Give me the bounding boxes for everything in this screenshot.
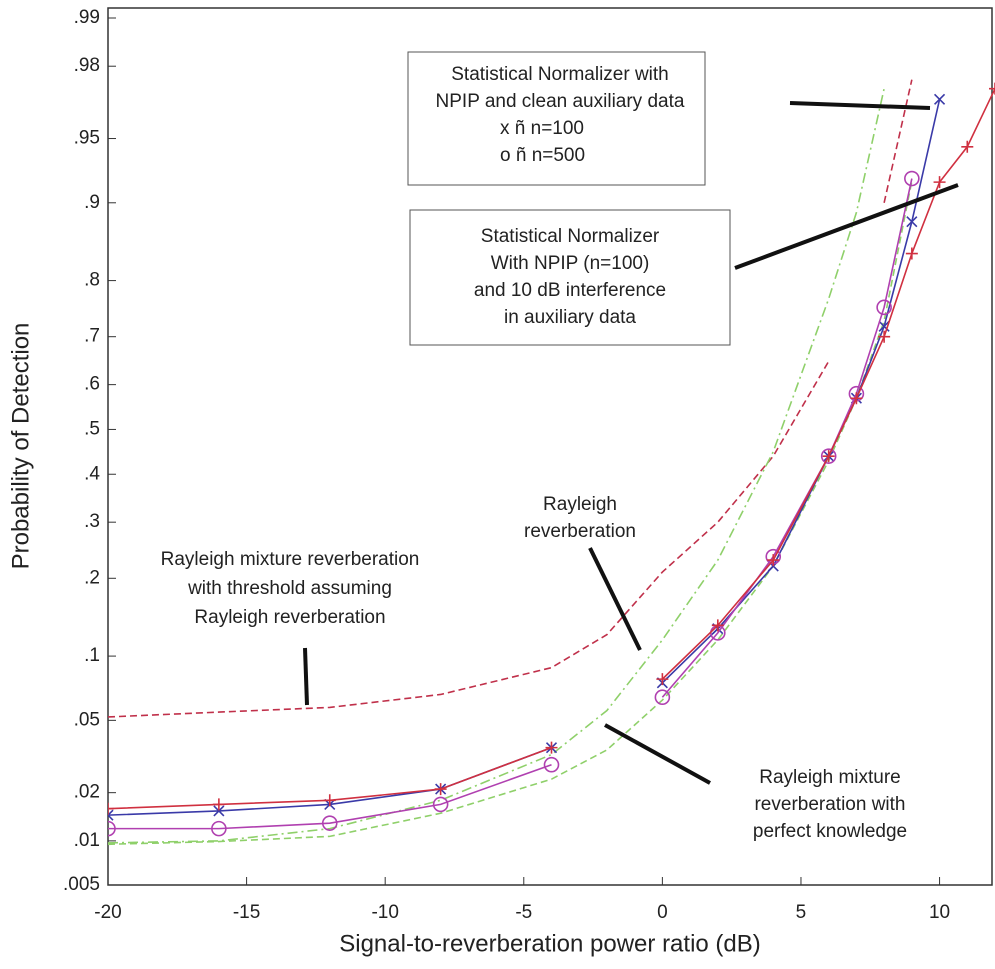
marker <box>212 798 225 811</box>
pointer <box>588 547 642 651</box>
marker <box>820 448 837 464</box>
y-tick-label: .7 <box>84 326 100 347</box>
y-tick-label: .99 <box>74 7 100 28</box>
annotation-text: NPIP and clean auxiliary data <box>436 91 685 112</box>
pointer <box>789 101 931 110</box>
marker <box>108 809 114 821</box>
marker <box>822 450 835 463</box>
y-axis-label: Probability of Detection <box>7 323 34 570</box>
annotation-text: Statistical Normalizer <box>481 226 660 247</box>
annotations: Statistical Normalizer with NPIP and clea… <box>161 64 907 842</box>
annotation-text: and 10 dB interference <box>474 280 666 301</box>
y-tick-label: .2 <box>84 567 100 588</box>
marker <box>654 689 671 706</box>
y-tick-label: .9 <box>84 192 100 213</box>
annotation-text: x ñ n=100 <box>500 118 584 139</box>
marker <box>904 170 920 187</box>
y-tick-label: .02 <box>74 782 100 803</box>
y-tick-label: .5 <box>84 418 100 439</box>
marker <box>211 820 227 837</box>
y-tick-label: .05 <box>74 709 100 730</box>
annotation-text: Rayleigh <box>543 494 617 515</box>
series-line <box>108 79 913 718</box>
pointer <box>734 183 959 270</box>
marker <box>545 741 558 754</box>
x-tick-label: 10 <box>929 902 950 923</box>
y-tick-label: .8 <box>84 270 100 291</box>
marker <box>905 247 918 260</box>
marker <box>711 619 724 632</box>
marker <box>432 796 449 813</box>
marker <box>878 330 891 343</box>
marker <box>543 756 560 773</box>
marker <box>434 783 447 796</box>
marker <box>961 140 974 153</box>
annotation-text: Statistical Normalizer with <box>451 64 669 85</box>
series-line <box>108 88 995 810</box>
y-tick-label: .01 <box>74 830 100 851</box>
y-tick-label: .98 <box>74 55 100 76</box>
marker <box>850 392 863 405</box>
plot-area <box>108 79 995 846</box>
pointer <box>604 723 711 785</box>
annotation-text: Rayleigh reverberation <box>194 607 385 628</box>
marker <box>656 673 669 686</box>
x-tick-label: -10 <box>371 902 398 923</box>
y-tick-label: .6 <box>84 374 100 395</box>
marker <box>767 554 780 567</box>
annotation-text: With NPIP (n=100) <box>491 253 650 274</box>
annotation-text: perfect knowledge <box>753 821 907 842</box>
x-tick-label: -15 <box>233 902 260 923</box>
x-tick-label: 0 <box>657 902 668 923</box>
marker <box>878 320 890 332</box>
marker <box>108 802 114 815</box>
x-tick-label: -20 <box>94 902 121 923</box>
y-tick-label: .3 <box>84 511 100 532</box>
annotation-box <box>409 209 731 346</box>
marker <box>989 82 995 95</box>
marker <box>323 794 336 807</box>
x-tick-label: 5 <box>796 902 807 923</box>
y-tick-label: .95 <box>74 128 100 149</box>
series-line <box>108 88 885 844</box>
annotation-text: in auxiliary data <box>504 307 636 328</box>
plot-frame <box>107 7 993 886</box>
marker <box>906 216 918 228</box>
marker <box>321 815 338 831</box>
marker <box>108 820 116 837</box>
pointer <box>303 647 309 706</box>
x-axis-label: Signal-to-reverberation power ratio (dB) <box>339 930 761 957</box>
y-tick-label: .1 <box>84 645 100 666</box>
annotation-text: with threshold assuming <box>187 578 392 599</box>
marker <box>213 805 225 817</box>
y-tick-label: .005 <box>63 874 100 895</box>
pointers <box>303 101 959 785</box>
y-tick-label: .4 <box>84 463 100 484</box>
marker <box>933 176 946 189</box>
series-line <box>108 99 941 816</box>
annotation-text: Rayleigh mixture <box>759 767 901 788</box>
x-tick-label: -5 <box>515 902 532 923</box>
annotation-text: reverberation with <box>754 794 905 815</box>
annotation-box <box>407 51 706 186</box>
annotation-text: reverberation <box>524 521 636 542</box>
annotation-text: o ñ n=500 <box>500 145 585 166</box>
annotation-text: Rayleigh mixture reverberation <box>161 549 420 570</box>
marker <box>933 93 946 105</box>
marker <box>876 299 892 316</box>
